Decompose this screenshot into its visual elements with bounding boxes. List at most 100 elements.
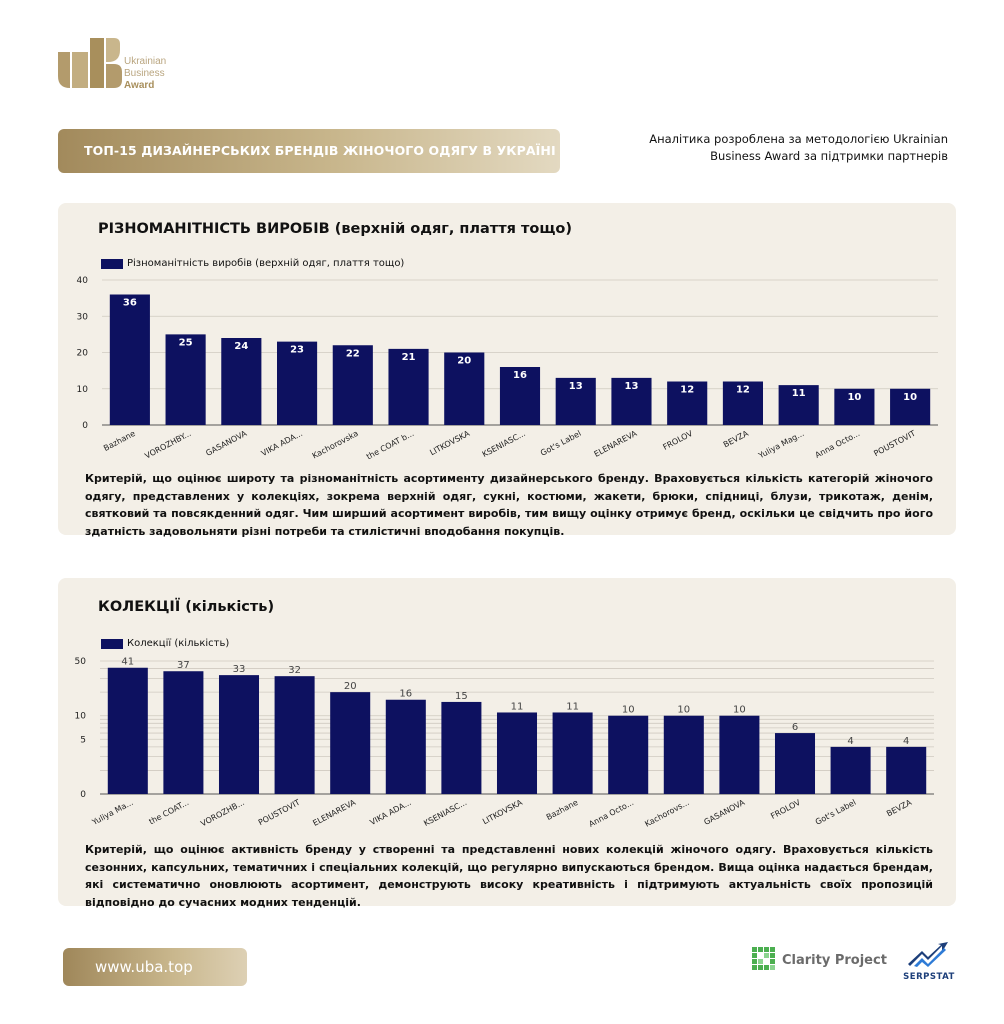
bar [667,381,708,425]
bar [663,715,704,794]
x-tick-label: VIKA ADA... [260,429,304,458]
x-tick-label: KSENIASC... [422,798,468,828]
data-label: 20 [344,681,357,692]
bar [163,671,204,794]
analytics-note: Аналітика розроблена за методологією Ukr… [649,132,948,163]
legend-label: Колекції (кількість) [127,638,230,649]
x-tick-label: Bazhane [545,798,580,822]
data-label: 10 [733,705,746,716]
data-label: 10 [677,705,690,716]
x-tick-label: LITKOVSKA [428,429,471,458]
y-tick-label: 10 [77,385,89,395]
y-tick-label: 40 [77,276,89,286]
x-tick-label: VOROZHB... [199,798,246,829]
data-label: 20 [457,356,471,367]
y-tick-label: 20 [77,349,89,359]
data-label: 12 [736,385,750,396]
chart-title: РІЗНОМАНІТНІСТЬ ВИРОБІВ (верхній одяг, п… [98,221,572,237]
x-tick-label: VOROZHBY... [143,429,192,461]
chart-title: КОЛЕКЦІЇ (кількість) [98,599,275,615]
x-tick-label: ELENAREVA [593,429,639,459]
data-label: 23 [290,345,304,356]
y-tick-label: 0 [82,421,88,431]
data-label: 15 [455,691,468,702]
data-label: 11 [566,701,579,712]
chart-card-variety: РІЗНОМАНІТНІСТЬ ВИРОБІВ (верхній одяг, п… [58,203,956,538]
chart-legend: Різноманітність виробів (верхній одяг, п… [101,258,404,269]
data-label: 24 [234,341,248,352]
uba-logo [58,38,122,88]
partner-serpstat[interactable]: SERPSTAT [900,940,958,982]
data-label: 4 [903,736,909,747]
data-label: 10 [622,705,635,716]
x-tick-label: Kachorovska [311,429,360,461]
logo-line-2: Business [124,68,165,79]
data-label: 6 [792,722,798,733]
bar [388,348,429,425]
data-label: 10 [847,392,861,403]
data-label: 36 [123,298,137,309]
data-label: 4 [847,736,853,747]
bar [890,388,931,425]
bar [109,294,150,425]
legend-label: Різноманітність виробів (верхній одяг, п… [127,258,405,269]
x-tick-label: GASANOVA [702,798,746,827]
bar-chart-collections: 0 5 10 50 41 Yuliya Ma... 37 the COAT... 33 VOROZ… [75,657,934,829]
x-tick-label: Got's Label [814,798,858,827]
x-tick-label: Yuliya Ma... [90,798,135,828]
chart-legend: Колекції (кількість) [101,638,229,649]
bar [332,345,373,425]
bar [385,699,426,794]
x-tick-label: the COAT b... [365,429,415,462]
legend-swatch [101,258,123,269]
clarity-logo-icon [752,947,775,970]
bar [274,676,315,794]
data-label: 22 [346,348,360,359]
data-label: 25 [179,337,193,348]
logo-text: Ukrainian Business Award [124,56,166,92]
bar [608,715,649,794]
logo-line-1: Ukrainian [124,56,167,67]
bar [719,715,760,794]
x-tick-label: VIKA ADA... [368,798,412,827]
data-label: 21 [402,352,416,363]
x-tick-label: ELENAREVA [311,798,357,828]
bar [555,377,596,425]
bar [886,746,927,794]
data-label: 13 [569,381,583,392]
bar [441,701,482,794]
x-tick-label: Got's Label [539,429,583,458]
data-label: 11 [511,701,524,712]
legend-swatch [101,638,123,649]
x-tick-label: Anna Octo... [587,798,635,829]
data-label: 37 [177,660,190,671]
x-tick-label: FROLOV [769,798,802,821]
y-tick-label: 30 [77,312,89,322]
x-tick-label: KSENIASC... [481,429,527,459]
chart-card-collections: КОЛЕКЦІЇ (кількість) Колекції (кількість… [58,578,956,909]
x-tick-label: LITKOVSKA [481,798,524,827]
bar [444,352,485,425]
bar [218,675,260,794]
partner-clarity-project[interactable]: Clarity Project [752,947,887,973]
x-tick-label: Yuliya Mag... [756,429,805,461]
x-tick-label: POUSTOVIT [872,429,917,459]
serpstat-logo-icon [908,942,948,967]
bar [499,367,541,425]
bar [722,381,763,425]
x-tick-label: BEVZA [722,429,751,450]
website-link[interactable]: www.uba.top [63,948,247,986]
data-label: 11 [792,388,806,399]
data-label: 16 [399,689,412,700]
y-tick-label: 0 [80,790,86,800]
x-tick-label: FROLOV [661,429,694,452]
x-tick-label: GASANOVA [204,429,248,458]
criterion-description: Критерій, що оцінює активність бренду у … [85,843,933,909]
data-label: 13 [625,381,639,392]
x-tick-label: the COAT... [147,798,190,827]
data-label: 32 [288,665,301,676]
bar [496,712,538,794]
clarity-label: Clarity Project [782,952,887,968]
x-tick-label: POUSTOVIT [257,798,302,828]
data-label: 12 [680,385,694,396]
